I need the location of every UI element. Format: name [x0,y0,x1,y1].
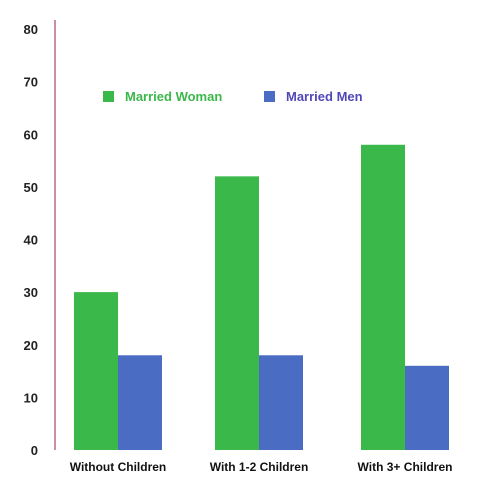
bars [74,144,449,450]
y-tick-label: 0 [31,443,38,458]
y-tick-label: 30 [24,285,38,300]
x-category-label: With 1-2 Children [210,460,309,474]
y-tick-labels: 0 10 20 30 40 50 60 70 80 [24,22,38,458]
bar-married-woman [215,176,259,450]
y-tick-label: 60 [24,127,38,142]
legend-swatch [103,91,114,102]
legend-label: Married Men [286,89,363,104]
y-tick-label: 50 [24,180,38,195]
bar-married-men [259,355,303,450]
bar-married-men [118,355,162,450]
bar-married-woman [74,292,118,450]
legend-label: Married Woman [125,89,222,104]
x-category-labels: Without Children With 1-2 Children With 3+… [70,460,453,474]
y-tick-label: 20 [24,338,38,353]
y-tick-label: 80 [24,22,38,37]
legend: Married Woman Married Men [103,89,363,104]
x-category-label: With 3+ Children [358,460,453,474]
x-category-label: Without Children [70,460,167,474]
y-tick-label: 40 [24,233,38,248]
legend-swatch [264,91,275,102]
bar-married-men [405,365,449,450]
bar-married-woman [361,144,405,450]
y-tick-label: 70 [24,75,38,90]
y-tick-label: 10 [24,390,38,405]
